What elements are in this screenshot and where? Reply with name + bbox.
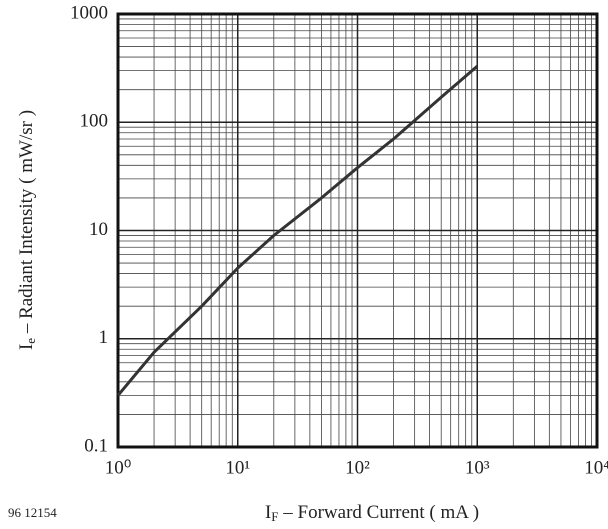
x-label-text: – Forward Current ( mA ) — [279, 502, 480, 523]
y-label-text: – Radiant Intensity ( mW/sr ) — [16, 110, 37, 338]
y-tick-label: 100 — [80, 111, 109, 132]
y-tick-label: 1000 — [70, 2, 108, 23]
x-tick-label: 10⁰ — [105, 457, 132, 478]
figure-code: 96 12154 — [8, 505, 57, 520]
y-label-subscript: e — [23, 338, 38, 344]
x-tick-label: 10⁴ — [584, 457, 608, 478]
data-line — [116, 64, 479, 397]
x-axis-label: IF – Forward Current ( mA ) — [265, 502, 479, 524]
plot-frame — [116, 12, 599, 449]
y-tick-label: 10 — [89, 219, 108, 240]
y-tick-label: 0.1 — [84, 435, 108, 456]
y-label-symbol: I — [16, 344, 37, 350]
x-tick-label: 10² — [345, 457, 370, 478]
y-axis-label: Ie – Radiant Intensity ( mW/sr ) — [16, 110, 38, 350]
y-tick-label: 1 — [99, 327, 109, 348]
x-tick-label: 10³ — [465, 457, 490, 478]
x-label-symbol: I — [265, 502, 271, 523]
x-tick-label: 10¹ — [225, 457, 250, 478]
x-label-subscript: F — [271, 509, 278, 524]
